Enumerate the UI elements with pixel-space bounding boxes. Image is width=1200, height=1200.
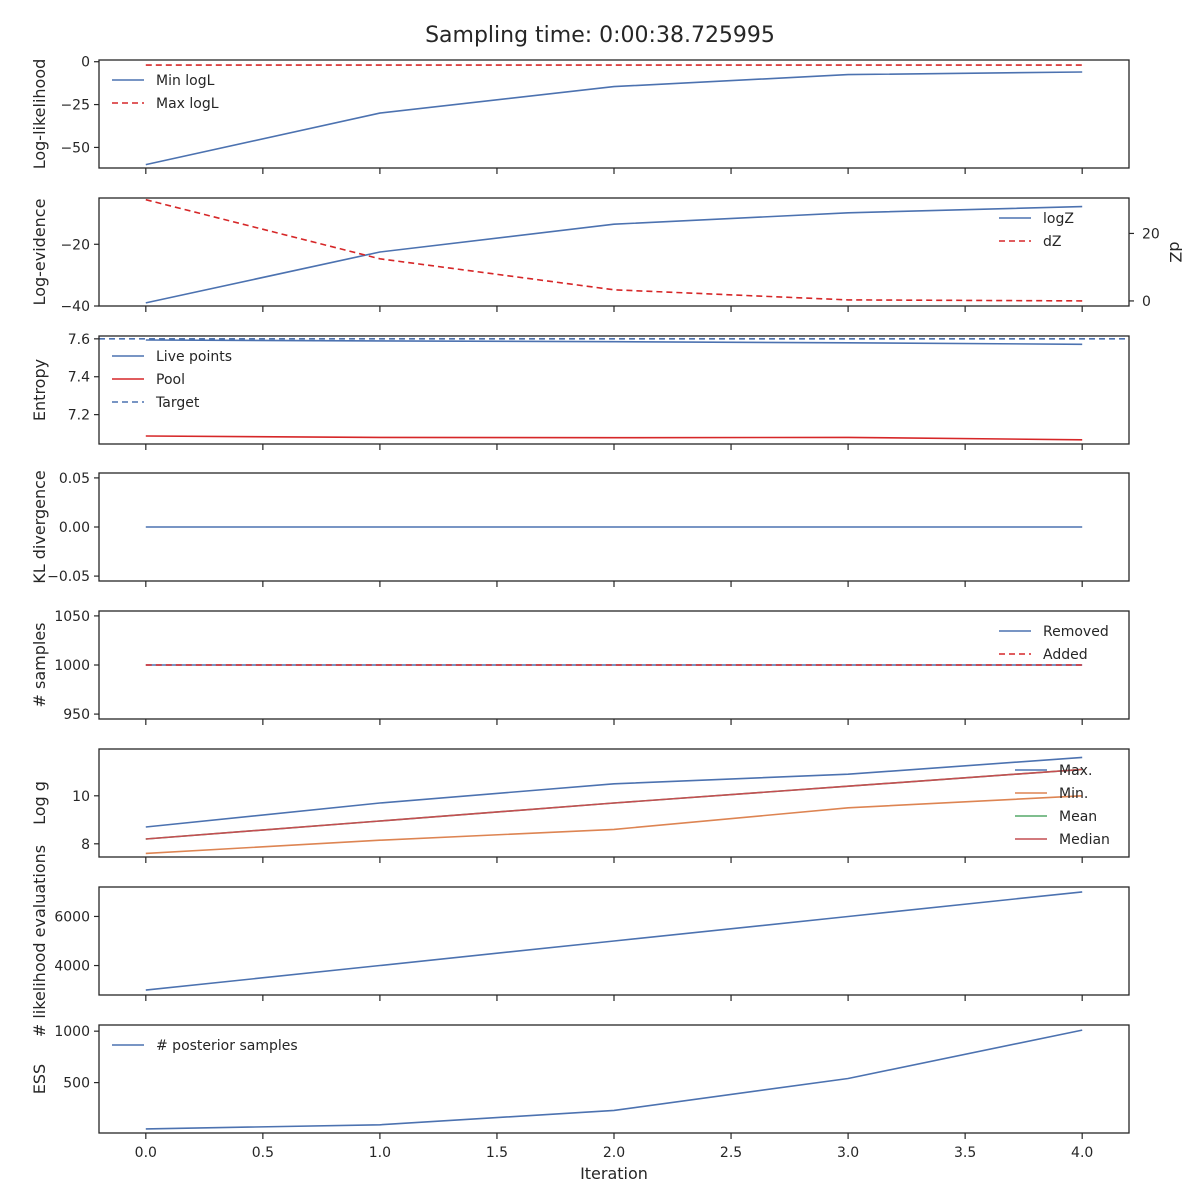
panel-6: 10 8 Log g Max. Min. Mean Median — [30, 748, 1130, 863]
y-tick-label: 500 — [63, 1076, 90, 1092]
panel-8: 1000 500 0.0 0.5 1.0 1.5 2.0 2.5 3.0 3.5 4.0 ESS Ite… — [30, 1024, 1130, 1183]
x-tick-label: 4.0 — [1071, 1145, 1093, 1161]
legend-label: dZ — [1043, 234, 1061, 250]
y-tick-label: 7.2 — [68, 408, 90, 424]
y-axis-label: Log g — [30, 781, 49, 825]
series-line-live-points — [145, 339, 1083, 346]
legend-label: # posterior samples — [156, 1038, 298, 1054]
figure-title: Sampling time: 0:00:38.725995 — [425, 23, 775, 48]
y-tick-label: −20 — [60, 237, 90, 253]
x-tick-label: 1.5 — [486, 1145, 508, 1161]
y-tick-label: 1000 — [54, 1024, 90, 1040]
legend: Min logL Max logL — [112, 73, 219, 112]
panels: 0 −25 −50 Log-likelihood Min logL Max logL −20… — [30, 55, 1185, 1183]
series-line-1 — [145, 891, 1083, 991]
plot-frame — [98, 1024, 1130, 1134]
series-line-max- — [145, 756, 1083, 828]
x-tick-label: 3.5 — [954, 1145, 976, 1161]
legend: logZ dZ — [999, 211, 1074, 250]
y-axis-label: Log-evidence — [30, 199, 49, 306]
plot-frame — [98, 472, 1130, 582]
legend-label: Removed — [1043, 624, 1109, 640]
x-axis-label: Iteration — [580, 1164, 648, 1183]
y-axis-label: Entropy — [30, 359, 49, 421]
legend: # posterior samples — [112, 1038, 298, 1054]
series-line-dz — [145, 198, 1083, 302]
legend-label: Live points — [156, 349, 232, 365]
plot-frame — [98, 886, 1130, 996]
legend-label: Min. — [1059, 786, 1088, 802]
series-line--posterior-samples — [145, 1029, 1083, 1130]
y-tick-label: 1000 — [54, 658, 90, 674]
series-line-logz — [145, 205, 1083, 304]
y-tick-label: −40 — [60, 299, 90, 315]
x-tick-label: 0.5 — [252, 1145, 274, 1161]
y-axis-label: Log-likelihood — [30, 59, 49, 170]
y-tick-label: 1050 — [54, 609, 90, 625]
y-axis-label: ESS — [30, 1064, 49, 1094]
series-line-min- — [145, 795, 1083, 855]
y-tick-label: 7.6 — [68, 332, 90, 348]
y-tick-label: −0.05 — [47, 569, 90, 585]
plot-frame — [98, 610, 1130, 720]
legend-label: Pool — [156, 372, 185, 388]
x-tick-label: 1.0 — [369, 1145, 391, 1161]
legend: Live points Pool Target — [112, 349, 232, 411]
y-right-tick-label: 20 — [1142, 226, 1160, 242]
legend-label: Added — [1043, 647, 1088, 663]
y-right-axis-label: dZ — [1166, 241, 1185, 262]
panel-1: 0 −25 −50 Log-likelihood Min logL Max logL — [30, 55, 1130, 174]
panel-5: 1050 1000 950 # samples Removed Added — [30, 609, 1130, 725]
legend-label: Min logL — [156, 73, 215, 89]
x-tick-label: 2.0 — [603, 1145, 625, 1161]
panel-3: 7.6 7.4 7.2 Entropy Live points Pool Target — [30, 332, 1130, 450]
y-tick-label: 950 — [63, 707, 90, 723]
x-tick-label: 0.0 — [135, 1145, 157, 1161]
series-line-median — [145, 768, 1083, 840]
y-tick-label: 0 — [81, 55, 90, 71]
x-tick-label: 2.5 — [720, 1145, 742, 1161]
plot-frame — [98, 59, 1130, 169]
y-tick-label: 8 — [81, 837, 90, 853]
legend-label: Target — [155, 395, 200, 411]
y-axis-label: KL divergence — [30, 470, 49, 583]
y-right-tick-label: 0 — [1142, 294, 1151, 310]
plot-frame — [98, 335, 1130, 445]
legend-label: Median — [1059, 832, 1110, 848]
y-tick-label: 7.4 — [68, 370, 90, 386]
legend: Removed Added — [999, 624, 1109, 663]
panel-7: 6000 4000 # likelihood evaluations — [30, 845, 1130, 1037]
y-tick-label: 6000 — [54, 909, 90, 925]
y-axis-label: # samples — [30, 623, 49, 708]
plot-frame — [98, 197, 1130, 307]
x-tick-label: 3.0 — [837, 1145, 859, 1161]
series-line-pool — [145, 435, 1083, 441]
y-tick-label: −50 — [60, 140, 90, 156]
series-line-min-logl — [145, 71, 1083, 166]
legend-label: Max. — [1059, 763, 1092, 779]
legend: Max. Min. Mean Median — [1015, 763, 1110, 848]
y-tick-label: 4000 — [54, 959, 90, 975]
y-tick-label: 0.05 — [59, 471, 90, 487]
y-tick-label: −25 — [60, 98, 90, 114]
panel-2: −20 −40 20 0 Log-evidence dZ logZ dZ — [30, 197, 1185, 315]
legend-label: Max logL — [156, 96, 219, 112]
y-axis-label: # likelihood evaluations — [30, 845, 49, 1037]
legend-label: Mean — [1059, 809, 1097, 825]
y-tick-label: 10 — [72, 789, 90, 805]
y-tick-label: 0.00 — [59, 520, 90, 536]
legend-label: logZ — [1043, 211, 1074, 227]
plot-frame — [98, 748, 1130, 858]
